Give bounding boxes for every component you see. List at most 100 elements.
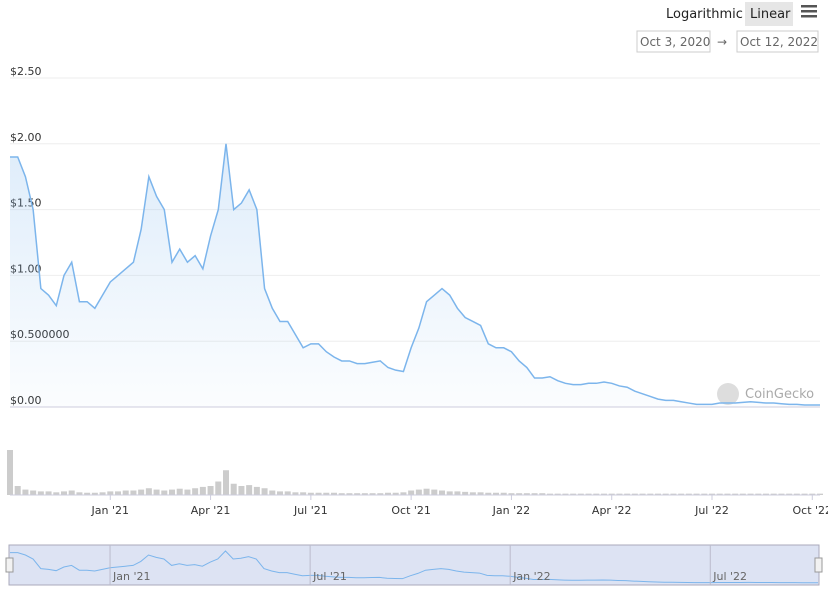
volume-bar bbox=[724, 493, 731, 495]
volume-bar bbox=[469, 492, 476, 495]
to-input[interactable] bbox=[736, 30, 819, 53]
volume-bar bbox=[331, 492, 337, 495]
navigator-label: Jan '21 bbox=[112, 570, 150, 583]
x-tick-label: Jan '22 bbox=[492, 504, 530, 517]
volume-bar bbox=[462, 491, 469, 495]
volume-bar bbox=[539, 493, 546, 495]
navigator-label: Jul '22 bbox=[712, 570, 747, 583]
navigator[interactable] bbox=[8, 544, 820, 586]
volume-bar bbox=[801, 493, 808, 495]
volume-bar bbox=[601, 493, 607, 495]
volume-bar bbox=[493, 492, 499, 495]
volume-bar bbox=[369, 493, 376, 495]
volume-bar bbox=[616, 493, 623, 495]
volume-bar bbox=[145, 488, 152, 495]
volume-bar bbox=[755, 493, 762, 495]
arrow: → bbox=[717, 35, 727, 49]
volume-bar bbox=[338, 493, 345, 495]
volume-bar bbox=[793, 493, 800, 495]
volume-bar bbox=[22, 489, 29, 495]
volume-bar bbox=[138, 489, 145, 495]
volume-bar bbox=[554, 493, 561, 495]
volume-bar bbox=[408, 490, 415, 495]
from-input[interactable] bbox=[636, 30, 711, 53]
volume-bar bbox=[184, 489, 191, 495]
volume-bar bbox=[361, 493, 368, 495]
volume-bar bbox=[385, 492, 391, 495]
volume-bar bbox=[277, 491, 283, 495]
volume-bar bbox=[115, 491, 121, 495]
volume-bar bbox=[608, 493, 615, 495]
y-tick-label: $2.50 bbox=[10, 65, 42, 78]
volume-bar bbox=[230, 483, 237, 495]
navigator-handle-left[interactable] bbox=[5, 557, 14, 573]
linear-button-bg[interactable] bbox=[745, 2, 793, 26]
volume-bar bbox=[292, 492, 299, 495]
price-line bbox=[10, 143, 820, 406]
volume-bar bbox=[346, 493, 353, 495]
navigator-line bbox=[10, 550, 818, 584]
volume-bar bbox=[431, 489, 438, 495]
volume-bar bbox=[701, 493, 708, 495]
volume-bar bbox=[485, 492, 492, 495]
volume-bar bbox=[61, 491, 67, 495]
volume-bar bbox=[14, 486, 21, 495]
volume-bar bbox=[30, 490, 37, 495]
watermark-logo bbox=[717, 383, 739, 405]
navigator-handle-right[interactable] bbox=[814, 557, 823, 573]
volume-bar bbox=[161, 490, 168, 495]
volume-bar bbox=[662, 493, 669, 495]
log-button[interactable]: Logarithmic bbox=[666, 7, 743, 22]
volume-bar bbox=[68, 490, 75, 495]
volume-bar bbox=[284, 491, 291, 495]
volume-bar bbox=[122, 490, 129, 495]
volume-bar bbox=[778, 493, 785, 495]
volume-bar bbox=[199, 486, 206, 495]
volume-bar bbox=[415, 489, 422, 495]
volume-bar bbox=[577, 493, 584, 495]
navigator-label: Jan '22 bbox=[512, 570, 550, 583]
volume-bar bbox=[747, 493, 754, 495]
volume-bar bbox=[153, 489, 160, 495]
volume-bar bbox=[300, 492, 307, 495]
volume-bar bbox=[655, 493, 661, 495]
volume-bar bbox=[547, 493, 553, 495]
menu-icon[interactable] bbox=[801, 5, 817, 18]
volume-bar bbox=[523, 493, 530, 495]
volume-bar bbox=[223, 470, 229, 495]
volume-bar bbox=[647, 493, 654, 495]
volume-bar bbox=[238, 486, 245, 495]
watermark: CoinGecko bbox=[745, 387, 814, 402]
volume-bar bbox=[99, 492, 106, 495]
volume-bar bbox=[323, 492, 330, 495]
volume-bar bbox=[400, 492, 407, 495]
volume-bar bbox=[639, 493, 646, 495]
volume-bar bbox=[716, 493, 723, 495]
to-date[interactable]: Oct 12, 2022 bbox=[740, 35, 818, 49]
volume-bar bbox=[531, 493, 538, 495]
volume-bar bbox=[786, 493, 793, 495]
volume-bar bbox=[169, 489, 175, 495]
volume-bar bbox=[261, 488, 268, 495]
volume-bar bbox=[253, 486, 260, 495]
volume-bar bbox=[739, 493, 746, 495]
volume-bar bbox=[37, 491, 44, 495]
volume-bar bbox=[307, 492, 314, 495]
from-date[interactable]: Oct 3, 2020 bbox=[640, 35, 710, 49]
x-tick-label: Oct '22 bbox=[793, 504, 828, 517]
volume-bar bbox=[624, 493, 631, 495]
volume-bar bbox=[500, 492, 507, 495]
volume-bar bbox=[585, 493, 592, 495]
x-tick-label: Jul '22 bbox=[694, 504, 729, 517]
volume-bar bbox=[593, 493, 600, 495]
volume-bar bbox=[423, 488, 430, 495]
volume-bar bbox=[570, 493, 577, 495]
volume-bar bbox=[670, 493, 677, 495]
y-tick-label: $2.00 bbox=[10, 131, 42, 144]
x-tick-label: Apr '21 bbox=[191, 504, 231, 517]
volume-bar bbox=[678, 493, 685, 495]
volume-bar bbox=[562, 493, 569, 495]
volume-bar bbox=[817, 493, 823, 495]
linear-button[interactable]: Linear bbox=[750, 7, 791, 22]
